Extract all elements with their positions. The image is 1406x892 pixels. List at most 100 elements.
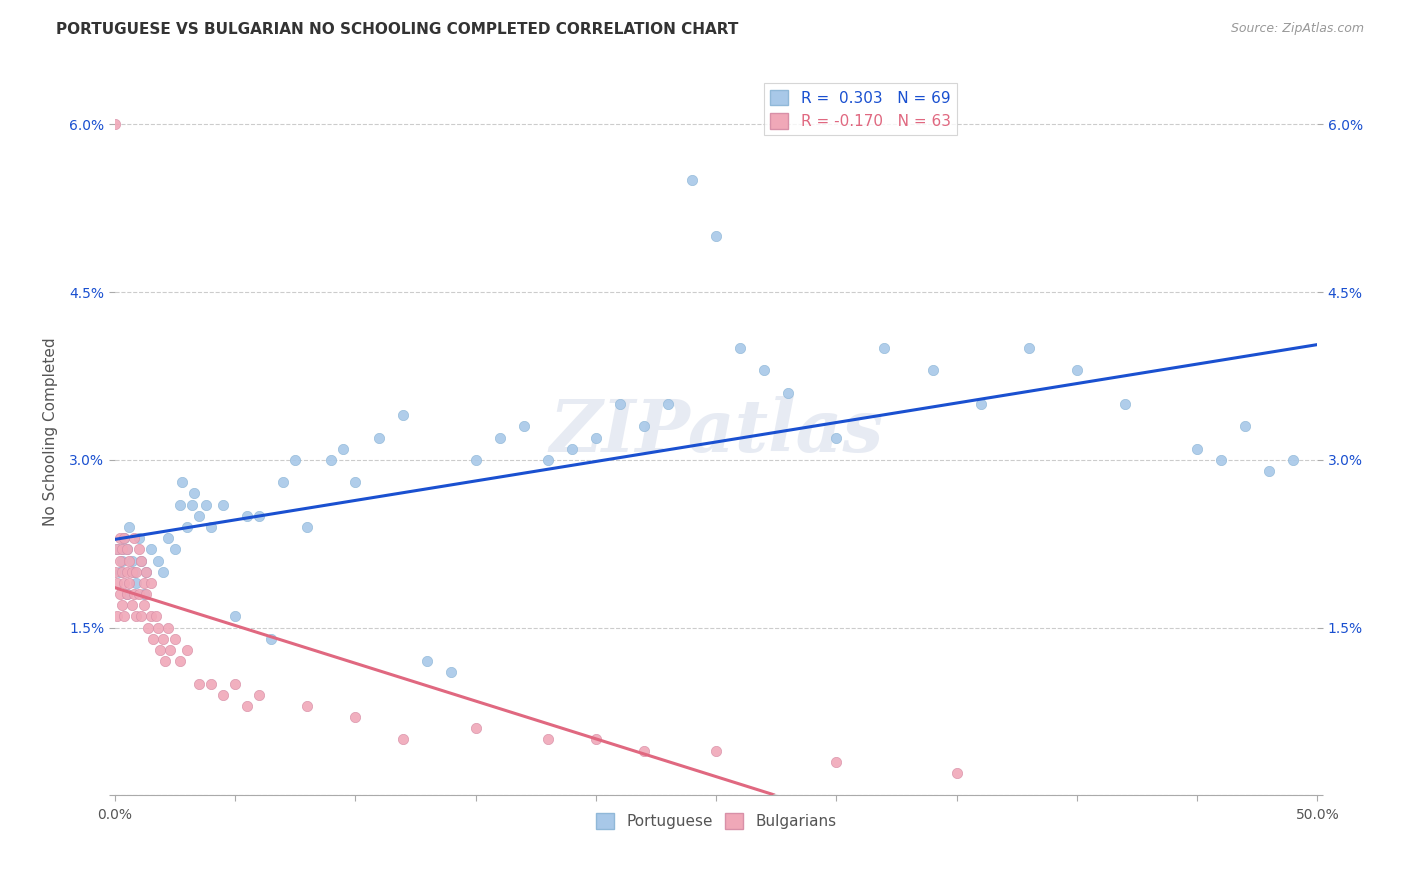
Point [1234, 419, 1257, 434]
Text: Source: ZipAtlas.com: Source: ZipAtlas.com [1230, 22, 1364, 36]
Point [118, 553, 141, 567]
Text: PORTUGUESE VS BULGARIAN NO SCHOOLING COMPLETED CORRELATION CHART: PORTUGUESE VS BULGARIAN NO SCHOOLING COM… [56, 22, 738, 37]
Point [115, 542, 138, 557]
Point [122, 587, 145, 601]
Point [825, 755, 848, 769]
Point [344, 710, 367, 724]
Point [149, 643, 172, 657]
Point [180, 498, 202, 512]
Point [825, 431, 848, 445]
Point [195, 498, 218, 512]
Point [657, 397, 679, 411]
Point [121, 553, 143, 567]
Point [142, 632, 165, 646]
Point [188, 508, 211, 523]
Point [163, 632, 186, 646]
Point [138, 621, 160, 635]
Point [633, 419, 655, 434]
Point [704, 744, 727, 758]
Point [247, 688, 270, 702]
Point [118, 520, 141, 534]
Point [1211, 453, 1233, 467]
Point [132, 599, 155, 613]
Point [440, 665, 463, 680]
Point [115, 542, 138, 557]
Point [295, 520, 318, 534]
Point [152, 565, 174, 579]
Point [332, 442, 354, 456]
Point [125, 565, 148, 579]
Point [105, 542, 128, 557]
Point [111, 553, 134, 567]
Point [873, 341, 896, 355]
Point [125, 609, 148, 624]
Point [115, 565, 138, 579]
Point [132, 576, 155, 591]
Point [118, 576, 141, 591]
Point [169, 654, 191, 668]
Point [112, 576, 135, 591]
Point [537, 732, 560, 747]
Point [200, 676, 222, 690]
Point [125, 576, 148, 591]
Point [115, 587, 138, 601]
Point [778, 385, 800, 400]
Point [344, 475, 367, 490]
Point [321, 453, 343, 467]
Point [752, 363, 775, 377]
Point [609, 397, 631, 411]
Point [1185, 442, 1208, 456]
Point [145, 609, 167, 624]
Point [176, 643, 198, 657]
Point [183, 486, 205, 500]
Point [704, 229, 727, 244]
Point [122, 565, 145, 579]
Point [105, 576, 128, 591]
Point [135, 587, 157, 601]
Point [146, 553, 169, 567]
Point [155, 654, 177, 668]
Point [416, 654, 439, 668]
Point [129, 553, 152, 567]
Point [236, 698, 259, 713]
Point [111, 542, 134, 557]
Point [247, 508, 270, 523]
Point [108, 587, 131, 601]
Point [681, 173, 703, 187]
Point [128, 542, 150, 557]
Point [129, 553, 152, 567]
Point [139, 576, 162, 591]
Point [295, 698, 318, 713]
Point [392, 408, 415, 422]
Point [728, 341, 751, 355]
Point [537, 453, 560, 467]
Point [112, 531, 135, 545]
Point [284, 453, 307, 467]
Point [152, 632, 174, 646]
Point [132, 587, 155, 601]
Point [464, 453, 486, 467]
Point [585, 732, 607, 747]
Point [105, 542, 128, 557]
Point [135, 565, 157, 579]
Point [112, 609, 135, 624]
Point [115, 587, 138, 601]
Point [633, 744, 655, 758]
Point [176, 520, 198, 534]
Point [139, 609, 162, 624]
Point [271, 475, 294, 490]
Point [488, 431, 510, 445]
Point [188, 676, 211, 690]
Point [122, 531, 145, 545]
Point [105, 609, 128, 624]
Point [224, 676, 246, 690]
Point [156, 621, 179, 635]
Point [112, 531, 135, 545]
Point [135, 565, 157, 579]
Point [128, 587, 150, 601]
Point [392, 732, 415, 747]
Point [111, 542, 134, 557]
Point [156, 531, 179, 545]
Point [108, 553, 131, 567]
Point [139, 542, 162, 557]
